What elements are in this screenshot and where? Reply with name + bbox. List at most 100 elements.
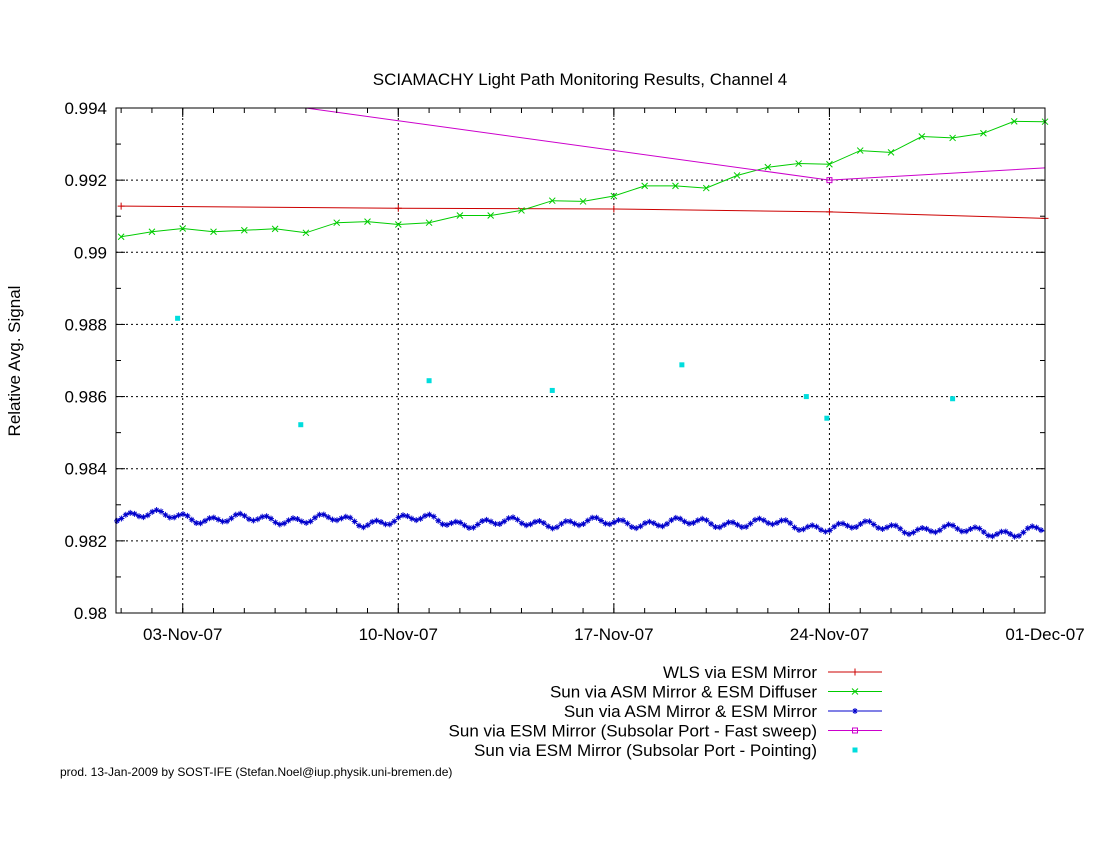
data-point bbox=[897, 525, 904, 532]
data-point bbox=[523, 522, 530, 529]
y-tick-label: 0.988 bbox=[64, 315, 107, 334]
data-point bbox=[950, 396, 956, 402]
data-point bbox=[826, 177, 833, 184]
data-point bbox=[153, 507, 160, 514]
data-point bbox=[733, 172, 741, 179]
data-point bbox=[664, 520, 670, 527]
data-point bbox=[686, 520, 692, 527]
data-point bbox=[1038, 527, 1044, 534]
data-point bbox=[391, 518, 398, 525]
y-tick-label: 0.982 bbox=[64, 532, 107, 551]
data-point bbox=[769, 521, 776, 528]
data-point bbox=[985, 532, 992, 539]
data-point bbox=[206, 515, 213, 522]
data-point bbox=[703, 517, 710, 524]
legend-marker bbox=[852, 727, 858, 734]
data-point bbox=[237, 510, 244, 517]
data-point bbox=[202, 517, 208, 524]
data-point bbox=[452, 518, 459, 525]
data-point bbox=[980, 129, 987, 137]
data-point bbox=[672, 514, 679, 521]
legend-label: Sun via ESM Mirror (Subsolar Port - Fast… bbox=[449, 722, 817, 741]
data-point bbox=[505, 515, 512, 522]
data-point bbox=[743, 523, 750, 530]
data-point bbox=[1016, 532, 1022, 539]
x-tick-label: 24-Nov-07 bbox=[790, 625, 869, 644]
data-point bbox=[492, 520, 499, 527]
data-point bbox=[945, 521, 952, 528]
data-point bbox=[395, 514, 402, 521]
data-point bbox=[171, 514, 178, 521]
data-point bbox=[610, 205, 618, 213]
data-point bbox=[400, 512, 406, 519]
y-tick-label: 0.984 bbox=[64, 460, 107, 479]
data-point bbox=[598, 517, 604, 524]
data-point bbox=[580, 521, 587, 528]
data-point bbox=[972, 524, 978, 531]
data-point bbox=[804, 523, 811, 530]
data-point bbox=[540, 519, 547, 526]
series-line bbox=[121, 205, 1046, 219]
data-point bbox=[285, 517, 292, 524]
data-point bbox=[853, 523, 860, 530]
data-point bbox=[918, 133, 926, 140]
data-point bbox=[290, 515, 296, 522]
data-point bbox=[347, 514, 354, 521]
data-point bbox=[919, 524, 926, 531]
data-point bbox=[422, 512, 428, 519]
data-point bbox=[795, 160, 802, 167]
series-layer bbox=[114, 107, 1049, 540]
data-point bbox=[342, 513, 349, 520]
data-point bbox=[932, 529, 939, 536]
data-point bbox=[364, 218, 371, 225]
series-1 bbox=[117, 202, 1049, 222]
data-point bbox=[690, 519, 697, 526]
data-point bbox=[263, 513, 270, 520]
data-point bbox=[624, 520, 631, 527]
data-point bbox=[822, 528, 829, 535]
data-point bbox=[149, 508, 156, 515]
data-point bbox=[241, 512, 248, 519]
data-point bbox=[840, 520, 846, 527]
data-point bbox=[716, 524, 723, 531]
data-point bbox=[219, 518, 226, 525]
data-point bbox=[470, 524, 477, 531]
data-point bbox=[276, 521, 283, 528]
y-tick-label: 0.98 bbox=[74, 604, 107, 623]
data-point bbox=[774, 519, 780, 526]
data-point bbox=[386, 521, 393, 528]
data-point bbox=[848, 524, 855, 531]
series-4 bbox=[305, 107, 1046, 184]
data-point bbox=[708, 520, 714, 527]
data-point bbox=[844, 522, 851, 529]
data-point bbox=[158, 508, 164, 515]
data-point bbox=[413, 517, 420, 524]
data-point bbox=[466, 524, 472, 531]
data-point bbox=[584, 517, 591, 524]
data-point bbox=[760, 517, 767, 524]
data-point bbox=[351, 518, 358, 525]
data-point bbox=[906, 531, 912, 538]
data-point bbox=[268, 515, 274, 522]
data-point bbox=[765, 520, 772, 527]
data-point bbox=[488, 518, 494, 525]
data-point bbox=[549, 525, 556, 532]
data-point bbox=[610, 192, 618, 200]
data-point bbox=[197, 520, 204, 527]
legend-label: Sun via ASM Mirror & ESM Diffuser bbox=[550, 683, 817, 702]
data-point bbox=[641, 182, 649, 190]
data-point bbox=[672, 182, 679, 190]
data-point bbox=[259, 513, 266, 520]
data-point bbox=[989, 533, 996, 540]
data-point bbox=[281, 520, 288, 527]
data-point bbox=[527, 521, 534, 528]
data-point bbox=[809, 522, 816, 529]
data-point bbox=[1029, 523, 1036, 530]
data-point bbox=[117, 202, 125, 210]
legend-item: Sun via ASM Mirror & ESM Diffuser bbox=[550, 683, 882, 702]
series-3 bbox=[114, 507, 1045, 540]
data-point bbox=[764, 163, 772, 171]
legend-label: Sun via ESM Mirror (Subsolar Port - Poin… bbox=[474, 741, 817, 760]
data-point bbox=[646, 518, 653, 525]
data-point bbox=[571, 520, 578, 527]
